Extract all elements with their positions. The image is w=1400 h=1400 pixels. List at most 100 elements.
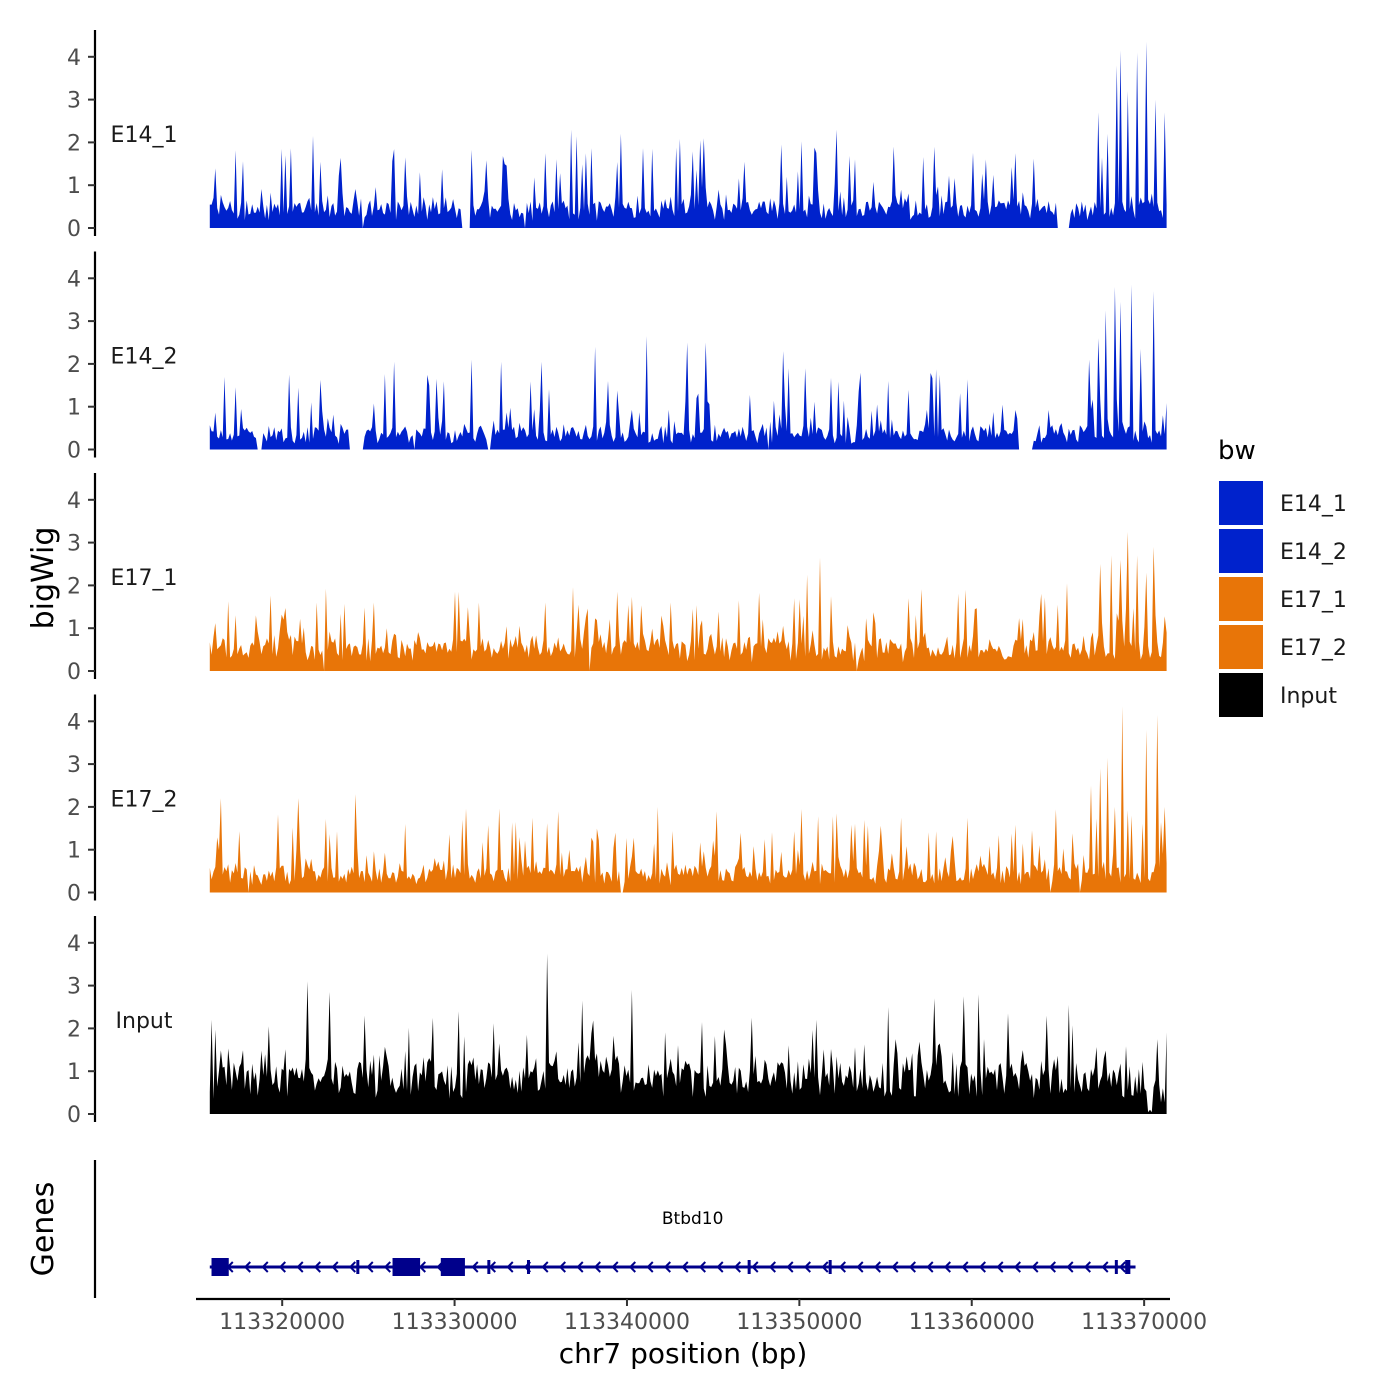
strand-arrow: [891, 1261, 899, 1273]
y-tick-label: 4: [67, 46, 81, 71]
y-tick-label: 2: [67, 353, 81, 378]
y-tick-label: 4: [67, 489, 81, 514]
legend-title: bw: [1218, 436, 1256, 466]
gene-exon: [1114, 1260, 1118, 1274]
x-tick-label: 113340000: [564, 1310, 690, 1335]
x-tick-label: 113350000: [736, 1310, 862, 1335]
strand-arrow: [1013, 1261, 1021, 1273]
strand-arrow: [733, 1261, 741, 1273]
strand-arrow: [663, 1261, 671, 1273]
y-tick-label: 1: [67, 1060, 81, 1085]
strand-arrow: [611, 1261, 619, 1273]
y-tick-label: 3: [67, 310, 81, 335]
strand-arrow: [821, 1261, 829, 1273]
y-tick-label: 3: [67, 753, 81, 778]
gene-track: Btbd10: [93, 1160, 1136, 1298]
legend-entry-e17-2: E17_2: [1217, 623, 1347, 671]
track-label: Input: [116, 1009, 173, 1034]
gene-exon: [487, 1260, 491, 1274]
legend-entry-e14-2: E14_2: [1217, 527, 1347, 575]
strand-arrow: [1083, 1261, 1091, 1273]
strand-arrow: [558, 1261, 566, 1273]
strand-arrow: [313, 1261, 321, 1273]
strand-arrow: [751, 1261, 759, 1273]
x-tick-label: 113370000: [1081, 1310, 1207, 1335]
strand-arrow: [1118, 1261, 1126, 1273]
tracks: 0 1 2 3 4 E14_1 0 1 2 3 4 E14_2 0 1 2 3 4 E17_1 0 1 2 3 4 E17_2…: [67, 30, 1167, 1128]
strand-arrow: [978, 1261, 986, 1273]
strand-arrow: [331, 1261, 339, 1273]
strand-arrow: [261, 1261, 269, 1273]
strand-arrow: [803, 1261, 811, 1273]
gene-exon: [392, 1258, 421, 1276]
gene-exon: [1125, 1260, 1131, 1274]
legend-entry-input: Input: [1217, 671, 1337, 719]
y-tick-label: 0: [67, 1103, 81, 1128]
strand-arrow: [348, 1261, 356, 1273]
legend-swatch: [1217, 527, 1265, 575]
strand-arrow: [873, 1261, 881, 1273]
track-e17-1: 0 1 2 3 4 E17_1: [67, 473, 1167, 685]
legend-swatch: [1217, 479, 1265, 527]
strand-arrow: [943, 1261, 951, 1273]
strand-arrow: [996, 1261, 1004, 1273]
track-label: E14_1: [111, 123, 178, 148]
gene-exon: [526, 1260, 530, 1274]
strand-arrow: [243, 1261, 251, 1273]
genes-track-label: Genes: [26, 1182, 61, 1277]
track-e14-1: 0 1 2 3 4 E14_1: [67, 30, 1167, 242]
y-tick-label: 4: [67, 267, 81, 292]
signal-area-e14-1: [209, 41, 1167, 228]
legend-label: Input: [1280, 684, 1337, 709]
strand-arrow: [926, 1261, 934, 1273]
track-label: E17_1: [111, 566, 178, 591]
track-label: E17_2: [111, 788, 178, 813]
strand-arrow: [786, 1261, 794, 1273]
strand-arrow: [383, 1261, 391, 1273]
strand-arrow: [698, 1261, 706, 1273]
y-tick-label: 0: [67, 439, 81, 464]
strand-arrow: [1048, 1261, 1056, 1273]
y-tick-label: 0: [67, 660, 81, 685]
x-tick-label: 113330000: [392, 1310, 518, 1335]
y-axis-label: bigWig: [26, 527, 61, 630]
strand-arrow: [681, 1261, 689, 1273]
gene-exon: [440, 1258, 465, 1276]
y-tick-label: 2: [67, 131, 81, 156]
strand-arrow: [768, 1261, 776, 1273]
y-tick-label: 2: [67, 574, 81, 599]
strand-arrow: [716, 1261, 724, 1273]
y-tick-label: 2: [67, 1017, 81, 1042]
legend-swatch: [1217, 623, 1265, 671]
strand-arrow: [576, 1261, 584, 1273]
y-tick-label: 1: [67, 839, 81, 864]
y-tick-label: 1: [67, 174, 81, 199]
legend: bw E14_1 E14_2 E17_1 E17_2 Input: [1217, 436, 1347, 719]
y-tick-label: 3: [67, 532, 81, 557]
strand-arrow: [1066, 1261, 1074, 1273]
signal-area-input: [209, 953, 1167, 1114]
strand-arrow: [838, 1261, 846, 1273]
y-tick-label: 2: [67, 796, 81, 821]
strand-arrow: [908, 1261, 916, 1273]
legend-label: E14_1: [1280, 492, 1347, 517]
strand-arrow: [366, 1261, 374, 1273]
y-tick-label: 0: [67, 882, 81, 907]
x-tick-label: 113360000: [909, 1310, 1035, 1335]
signal-area-e17-2: [209, 706, 1167, 893]
strand-arrow: [593, 1261, 601, 1273]
y-tick-label: 0: [67, 217, 81, 242]
legend-entry-e14-1: E14_1: [1217, 479, 1347, 527]
track-e17-2: 0 1 2 3 4 E17_2: [67, 694, 1167, 907]
legend-label: E17_1: [1280, 588, 1347, 613]
y-tick-label: 1: [67, 396, 81, 421]
strand-arrow: [1101, 1261, 1109, 1273]
gene-exon: [356, 1260, 360, 1274]
x-tick-label: 113320000: [219, 1310, 345, 1335]
signal-area-e17-1: [209, 531, 1167, 671]
strand-arrow: [506, 1261, 514, 1273]
y-tick-label: 3: [67, 975, 81, 1000]
y-tick-label: 1: [67, 617, 81, 642]
y-tick-label: 3: [67, 89, 81, 114]
